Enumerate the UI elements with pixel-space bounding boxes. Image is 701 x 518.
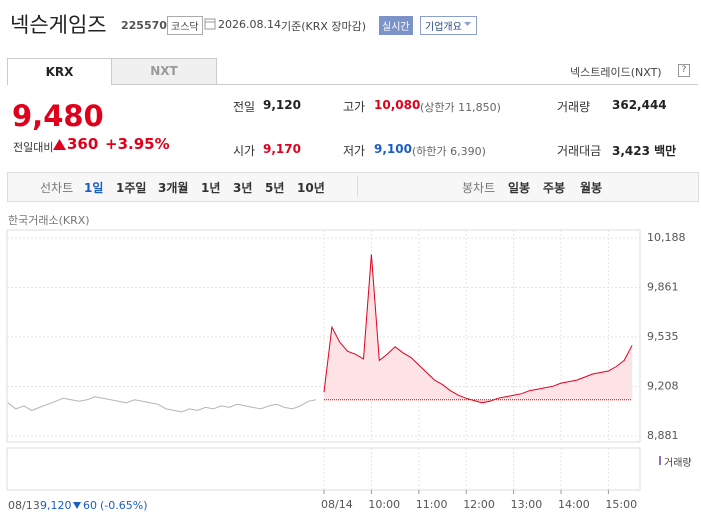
x-tick-label: 10:00 <box>368 498 400 511</box>
stat-value: 10,080 <box>374 98 421 112</box>
down-triangle <box>73 502 81 509</box>
y-tick-label: 9,535 <box>647 330 679 343</box>
stat-label: 시가 <box>233 144 256 158</box>
stat-value: 3,423 백만 <box>612 144 677 158</box>
y-tick-label: 10,188 <box>647 231 686 244</box>
period-button[interactable]: 1주일 <box>116 181 147 195</box>
stat-value: 9,120 <box>263 98 301 112</box>
basis: 기준(KRX 장마감) <box>281 20 367 33</box>
x-tick-label: 08/14 <box>321 498 353 511</box>
nxt-tab[interactable]: NXT <box>111 58 217 85</box>
stat-value: 9,170 <box>263 142 301 156</box>
line-chart-label: 선차트 <box>40 181 74 195</box>
company-info-text: 기업개요 <box>425 22 462 33</box>
stock-name: 넥슨게임즈 <box>10 13 107 37</box>
source: 한국거래소(KRX) <box>8 214 90 227</box>
tab-line <box>216 84 698 85</box>
period-button[interactable]: 10년 <box>297 181 325 195</box>
x-tick-label: 15:00 <box>605 498 637 511</box>
prev-date: 08/13 <box>8 499 40 512</box>
period-button[interactable]: 3개월 <box>158 181 189 195</box>
dropdown-arrow <box>464 22 471 26</box>
prev-change: 60 <box>83 499 97 512</box>
prev-rate: (-0.65%) <box>100 499 148 512</box>
change-label: 전일대비 <box>13 141 54 154</box>
period-bar <box>7 172 699 202</box>
period-button[interactable]: 주봉 <box>543 181 566 195</box>
period-button[interactable]: 1일 <box>84 181 104 195</box>
period-button[interactable]: 월봉 <box>580 181 603 195</box>
stat-note: (하한가 6,390) <box>412 145 486 158</box>
volume-legend: 거래량 <box>664 458 692 469</box>
x-tick-label: 11:00 <box>416 498 448 511</box>
calendar-icon <box>204 18 216 30</box>
stat-label: 거래량 <box>557 100 591 114</box>
period-button[interactable]: 5년 <box>265 181 285 195</box>
change: 360 <box>67 135 99 153</box>
stock-code: 225570 <box>121 19 167 32</box>
period-divider <box>357 176 358 197</box>
stat-note: (상한가 11,850) <box>420 101 501 114</box>
x-tick-label: 14:00 <box>558 498 590 511</box>
up-triangle <box>53 139 66 150</box>
stat-label: 고가 <box>343 100 366 114</box>
help-icon[interactable]: ? <box>678 64 690 77</box>
stat-label: 저가 <box>343 144 366 158</box>
stat-value: 9,100 <box>374 142 412 156</box>
period-button[interactable]: 3년 <box>233 181 253 195</box>
y-tick-label: 9,208 <box>647 379 679 392</box>
period-button[interactable]: 1년 <box>201 181 221 195</box>
volume-legend-marker <box>659 456 661 465</box>
price-area <box>324 254 633 403</box>
krx-tab[interactable]: KRX <box>7 58 112 85</box>
period-button[interactable]: 일봉 <box>508 181 531 195</box>
current-price: 9,480 <box>12 99 104 133</box>
x-tick-label: 12:00 <box>463 498 495 511</box>
realtime-button[interactable]: 실시간 <box>379 16 413 35</box>
date: 2026.08.14 <box>218 18 281 31</box>
stat-value: 362,444 <box>612 98 667 112</box>
market-badge: 코스닥 <box>167 16 203 35</box>
company-info-button[interactable]: 기업개요 <box>420 16 477 35</box>
y-tick-label: 9,861 <box>647 281 679 294</box>
nextrade-link[interactable]: 넥스트레이드(NXT) <box>570 66 662 79</box>
prev-close: 9,120 <box>40 499 72 512</box>
price-line <box>7 396 317 413</box>
price-line <box>323 254 633 404</box>
y-tick-label: 8,881 <box>647 429 679 442</box>
stat-label: 전일 <box>233 100 256 114</box>
x-tick-label: 13:00 <box>511 498 543 511</box>
candle-chart-label: 봉차트 <box>462 181 496 195</box>
stat-label: 거래대금 <box>557 144 602 158</box>
change-rate: +3.95% <box>105 135 170 153</box>
